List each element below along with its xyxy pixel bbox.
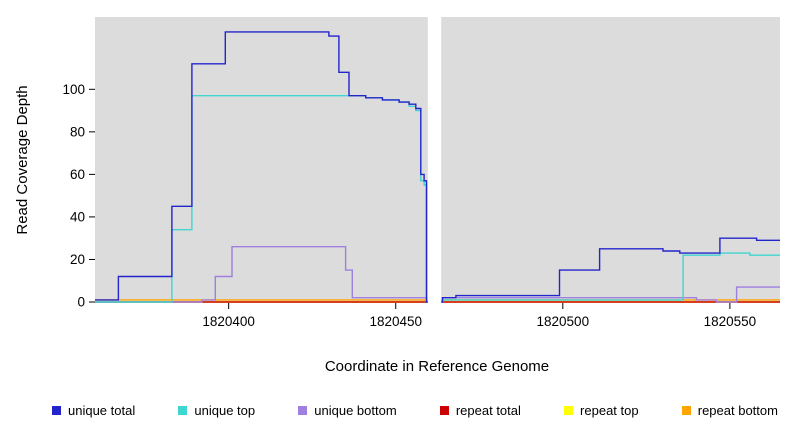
gap-region: [427, 16, 442, 303]
series-line-unique-bottom: [95, 246, 780, 303]
x-tick-label: 1820500: [537, 314, 590, 329]
x-tick-label: 1820550: [704, 314, 757, 329]
legend: unique total unique top unique bottom repea…: [0, 403, 792, 418]
legend-swatch-repeat-top: [564, 406, 574, 415]
legend-item-repeat-top: repeat top: [564, 403, 639, 418]
x-tick-label: 1820400: [202, 314, 255, 329]
legend-label-repeat-bottom: repeat bottom: [697, 403, 778, 418]
legend-label-unique-top: unique top: [194, 403, 256, 418]
y-tick-label: 0: [77, 295, 85, 310]
series-line-unique-total: [95, 31, 780, 303]
y-tick-label: 20: [70, 252, 85, 267]
legend-label-repeat-top: repeat top: [580, 403, 639, 418]
legend-label-unique-bottom: unique bottom: [314, 403, 397, 418]
legend-item-repeat-total: repeat total: [439, 403, 521, 418]
legend-swatch-unique-top: [178, 406, 188, 415]
legend-item-unique-top: unique top: [178, 403, 255, 418]
y-tick-label: 40: [70, 209, 85, 224]
legend-swatch-unique-bottom: [298, 406, 308, 415]
plot-layer: 0 20 40 60 80 100 1820400 1820450 1820500 1820550: [62, 16, 780, 329]
legend-item-repeat-bottom: repeat bottom: [681, 403, 778, 418]
legend-label-repeat-total: repeat total: [455, 403, 521, 418]
y-tick-label: 60: [70, 167, 85, 182]
series-line-unique-top: [95, 95, 780, 303]
legend-swatch-repeat-total: [439, 406, 449, 415]
legend-item-unique-bottom: unique bottom: [298, 403, 397, 418]
legend-item-unique-total: unique total: [52, 403, 135, 418]
x-axis-title: Coordinate in Reference Genome: [325, 358, 549, 375]
legend-swatch-unique-total: [52, 406, 61, 415]
legend-label-unique-total: unique total: [68, 403, 136, 418]
y-tick-label: 80: [70, 124, 85, 139]
legend-swatch-repeat-bottom: [681, 406, 691, 415]
y-axis-title: Read Coverage Depth: [14, 85, 31, 234]
x-tick-label: 1820450: [369, 314, 422, 329]
y-tick-label: 100: [62, 82, 85, 97]
